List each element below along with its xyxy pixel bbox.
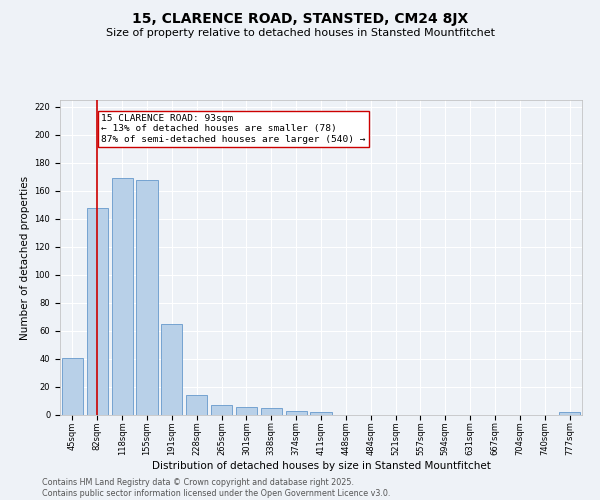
X-axis label: Distribution of detached houses by size in Stansted Mountfitchet: Distribution of detached houses by size … xyxy=(152,461,490,471)
Text: 15 CLARENCE ROAD: 93sqm
← 13% of detached houses are smaller (78)
87% of semi-de: 15 CLARENCE ROAD: 93sqm ← 13% of detache… xyxy=(101,114,365,144)
Bar xyxy=(236,406,257,415)
Text: Size of property relative to detached houses in Stansted Mountfitchet: Size of property relative to detached ho… xyxy=(106,28,494,38)
Bar xyxy=(136,180,158,415)
Text: Contains HM Land Registry data © Crown copyright and database right 2025.
Contai: Contains HM Land Registry data © Crown c… xyxy=(42,478,391,498)
Bar xyxy=(211,405,232,415)
Bar xyxy=(559,412,580,415)
Bar xyxy=(261,408,282,415)
Bar xyxy=(310,412,332,415)
Bar xyxy=(87,208,108,415)
Bar xyxy=(186,396,207,415)
Text: 15, CLARENCE ROAD, STANSTED, CM24 8JX: 15, CLARENCE ROAD, STANSTED, CM24 8JX xyxy=(132,12,468,26)
Bar xyxy=(62,358,83,415)
Bar xyxy=(161,324,182,415)
Bar xyxy=(286,411,307,415)
Bar xyxy=(112,178,133,415)
Y-axis label: Number of detached properties: Number of detached properties xyxy=(20,176,30,340)
